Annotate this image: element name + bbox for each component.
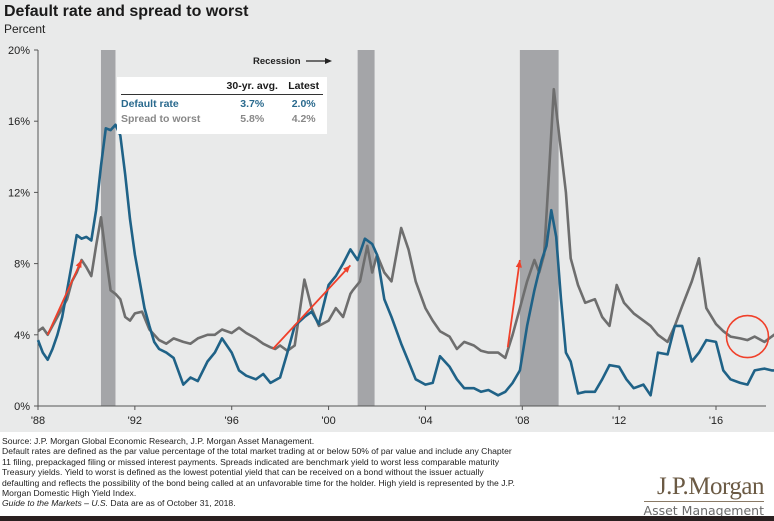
recession-band <box>357 50 375 406</box>
annotation-arrowhead <box>515 260 522 268</box>
y-tick-label: 8% <box>14 259 30 271</box>
legend-row-default-rate: Default rate 3.7% 2.0% <box>121 95 323 110</box>
annotation-arrowhead <box>75 260 82 269</box>
right-arrow-icon <box>306 58 333 65</box>
guide-note: Guide to the Markets – U.S. Data are as … <box>2 498 522 508</box>
legend-header-blank <box>121 80 221 95</box>
logo-brand: J.P.Morgan <box>643 474 765 502</box>
legend-table: 30-yr. avg. Latest Default rate 3.7% 2.0… <box>117 77 327 134</box>
jpmorgan-logo: J.P.Morgan Asset Management <box>643 474 765 518</box>
legend-header-latest: Latest <box>284 80 323 95</box>
x-tick-label: '00 <box>321 415 335 427</box>
legend-latest: 4.2% <box>291 113 316 125</box>
legend-avg: 3.7% <box>240 98 265 110</box>
guide-date: Data are as of October 31, 2018. <box>108 498 236 509</box>
logo-subtitle: Asset Management <box>643 503 764 518</box>
annotation-arrow <box>272 264 352 350</box>
y-tick-label: 12% <box>8 187 30 199</box>
default-rate-line <box>36 123 774 397</box>
legend-label: Default rate <box>121 98 179 110</box>
annotation-circle <box>725 314 770 359</box>
annotation-arrow <box>46 259 83 336</box>
chart-title: Default rate and spread to worst <box>4 3 249 20</box>
x-tick-label: '16 <box>709 415 723 427</box>
x-tick-label: '04 <box>418 415 432 427</box>
legend-header-avg: 30-yr. avg. <box>220 80 285 95</box>
x-tick-label: '96 <box>225 415 239 427</box>
recession-label: Recession <box>253 56 333 67</box>
y-tick-label: 0% <box>14 401 30 413</box>
y-tick-label: 16% <box>8 116 30 128</box>
legend-label: Spread to worst <box>121 113 201 125</box>
annotation-arrow <box>506 259 521 348</box>
x-tick-label: '88 <box>31 415 45 427</box>
x-tick-label: '12 <box>612 415 626 427</box>
y-tick-label: 20% <box>8 45 30 57</box>
legend-row-spread-to-worst: Spread to worst 5.8% 4.2% <box>121 110 323 125</box>
chart-subtitle: Percent <box>4 22 46 36</box>
y-tick-label: 4% <box>14 330 30 342</box>
annotation-arrowhead <box>343 265 351 273</box>
recession-label-text: Recession <box>253 56 301 67</box>
chart-svg: 0% 4% 8% 12% 16% 20% '88 '92 '96 '00 '04 '08 '12 '16 <box>8 45 774 427</box>
definition-note: Default rates are defined as the par val… <box>2 446 515 499</box>
legend-avg: 5.8% <box>240 113 265 125</box>
guide-title: Guide to the Markets – U.S. <box>2 498 109 509</box>
footnotes: Source: J.P. Morgan Global Economic Rese… <box>2 436 522 509</box>
x-tick-label: '08 <box>515 415 529 427</box>
source-note: Source: J.P. Morgan Global Economic Rese… <box>2 436 315 446</box>
legend-latest: 2.0% <box>291 98 316 110</box>
x-tick-label: '92 <box>128 415 142 427</box>
bottom-bar <box>0 516 774 521</box>
